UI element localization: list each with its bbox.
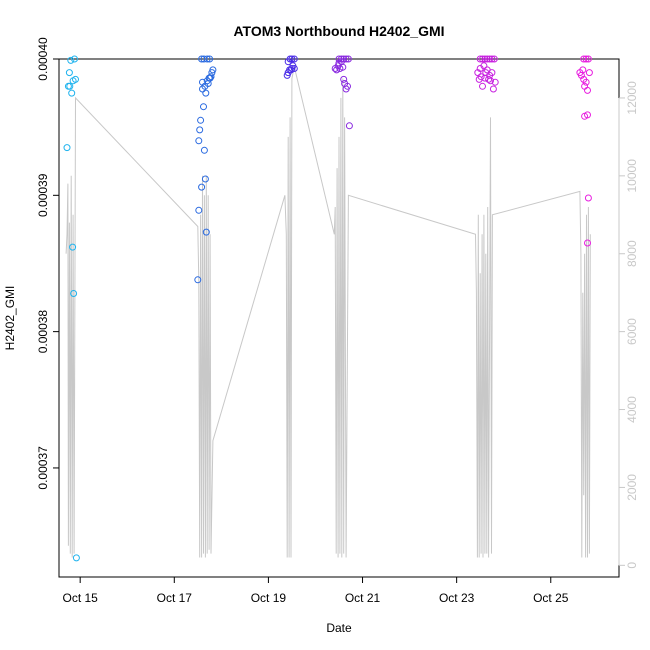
y2-tick-label: 8000 [625,240,639,267]
data-point [333,66,341,74]
data-point [584,194,592,202]
data-point [339,63,347,71]
x-axis-label: Date [326,621,352,635]
data-point [68,89,76,97]
data-point [487,77,494,85]
x-tick-label: Oct 21 [345,591,381,605]
chart-title: ATOM3 Northbound H2402_GMI [233,23,444,39]
data-point [483,55,491,63]
data-point [206,55,214,63]
data-point [65,69,73,77]
y-tick-label: 0.00039 [36,173,50,217]
data-point [585,69,593,77]
data-point [344,82,351,90]
y-axis-label: H2402_GMI [3,286,17,351]
data-point [479,82,486,90]
y2-tick-label: 2000 [625,474,639,501]
y2-tick-label: 0 [625,562,639,569]
data-point [582,78,590,86]
y2-tick-label: 6000 [625,318,639,345]
data-point [201,175,209,183]
data-point [290,55,298,63]
data-point [488,69,496,77]
data-point [287,66,295,74]
data-point [195,206,203,214]
data-point [198,183,206,191]
data-point [72,554,80,562]
x-tick-label: Oct 25 [533,591,569,605]
data-point [491,78,499,86]
data-point [290,65,298,72]
x-tick-label: Oct 23 [439,591,475,605]
data-point [72,75,79,83]
y2-axis: 0 2000 4000 6000 8000 10000 12000 [618,81,639,569]
data-point [200,103,207,111]
data-point [481,55,489,63]
y-tick-label: 0.00040 [36,37,50,81]
data-point [335,55,343,63]
data-point [202,89,210,97]
line-series [65,66,591,558]
data-point [209,66,217,74]
y-tick-label: 0.00037 [36,446,50,490]
x-tick-label: Oct 15 [62,591,98,605]
data-point [584,239,591,247]
data-point [288,55,296,63]
y-axis: 0.00037 0.00038 0.00039 0.00040 [36,37,60,490]
data-point [207,73,215,81]
data-point [476,55,484,63]
data-point [197,116,205,124]
data-point [488,55,496,63]
data-point [196,126,204,134]
data-point [580,55,588,63]
data-point [337,55,345,63]
data-point [203,55,211,63]
data-point [63,144,71,152]
series-line-path [65,66,591,558]
x-tick-label: Oct 17 [157,591,193,605]
x-tick-label: Oct 19 [251,591,287,605]
data-point [345,122,353,130]
data-point [579,66,587,74]
y-tick-label: 0.00038 [36,310,50,354]
data-point [584,86,591,94]
data-point [340,55,348,63]
data-point [486,55,494,63]
y2-tick-label: 10000 [625,159,639,193]
y2-tick-label: 4000 [625,396,639,423]
data-point [490,55,498,63]
data-point [66,82,74,90]
data-point [200,146,208,154]
data-point [584,111,591,119]
data-point [194,276,202,284]
data-point [485,75,493,83]
data-point [202,228,210,236]
scatter-series [63,55,593,562]
data-point [584,55,592,63]
data-point [69,243,77,251]
data-point [582,55,590,63]
data-point [477,73,485,81]
x-axis: Oct 15 Oct 17 Oct 19 Oct 21 Oct 23 Oct 25 [62,576,569,605]
data-point [344,55,352,63]
data-point [70,290,78,297]
data-point [67,56,75,64]
data-point [71,55,78,63]
data-point [479,55,486,63]
data-point [489,85,497,93]
y2-tick-label: 12000 [625,81,639,115]
data-point [342,55,350,63]
data-point [195,137,203,145]
data-point [340,75,348,83]
